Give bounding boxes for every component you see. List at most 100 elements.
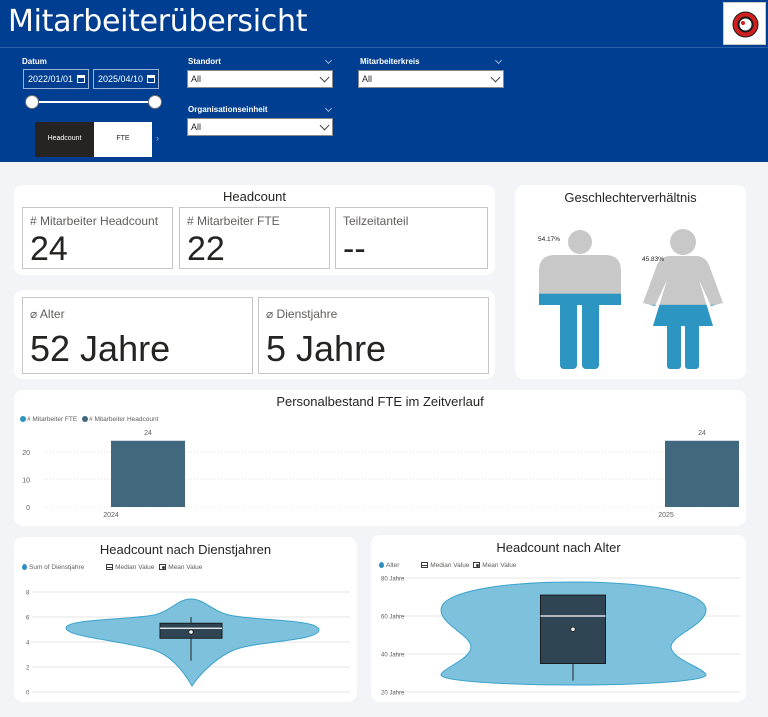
start-date-input[interactable]: 2022/01/01 — [23, 69, 89, 89]
chart-title: Headcount nach Dienstjahren — [99, 542, 272, 557]
toggle-headcount-button[interactable]: Headcount — [35, 122, 94, 157]
y-tick-label: 80 Jahre — [381, 577, 405, 583]
violin-shape — [65, 598, 320, 687]
kpi-value: 5 Jahre — [266, 328, 387, 369]
bar-2024 — [111, 440, 185, 507]
page-title: Mitarbeiterübersicht — [8, 4, 308, 39]
data-label: 24 — [698, 430, 706, 437]
end-date-input[interactable]: 2025/04/10 — [93, 69, 159, 89]
mean-point — [570, 626, 576, 632]
logo — [723, 2, 766, 45]
service-years-card: Headcount nach Dienstjahren Sum of Diens… — [14, 537, 357, 702]
y-tick-label: 20 Jahre — [381, 691, 405, 697]
kpi-label: # Mitarbeiter FTE — [187, 214, 280, 228]
legend-label: # Mitarbeiter FTE — [27, 416, 78, 423]
kpi-value: 22 — [187, 230, 225, 268]
headcount-card-title: Headcount — [223, 189, 286, 204]
chevron-down-icon[interactable] — [319, 120, 330, 131]
kpi-average-age: ⌀ Alter 52 Jahre — [22, 297, 253, 374]
chart-title: Headcount nach Alter — [496, 540, 621, 555]
legend-label: Mean Value — [482, 562, 517, 569]
mean-icon — [473, 562, 481, 568]
median-icon — [421, 562, 429, 568]
legend-label: # Mitarbeiter Headcount — [89, 416, 159, 423]
female-percentage: 45.83% — [642, 256, 664, 263]
female-fill — [643, 304, 723, 369]
legend-label: Alter — [386, 562, 400, 569]
kpi-value: 24 — [30, 230, 68, 268]
y-tick-label: 2 — [26, 666, 30, 672]
legend-marker — [20, 416, 26, 422]
kpi-label: ⌀ Dienstjahre — [266, 307, 338, 321]
kpi-teilzeitanteil: Teilzeitanteil -- — [335, 207, 488, 269]
chevron-down-icon[interactable] — [494, 56, 503, 65]
male-fill — [539, 293, 621, 369]
mitarbeiterkreis-dropdown[interactable]: All — [358, 70, 504, 88]
mean-point — [188, 629, 194, 635]
data-label: 24 — [144, 430, 152, 437]
standort-label: Standort — [188, 57, 221, 66]
toggle-fte-button[interactable]: FTE — [94, 122, 152, 157]
male-percentage: 54.17% — [538, 236, 560, 243]
drop-icon — [22, 564, 27, 570]
mitarbeiterkreis-value: All — [362, 74, 373, 84]
standort-value: All — [191, 74, 202, 84]
chart-legend: Alter Median Value Mean Value — [379, 562, 517, 569]
kpi-fte: # Mitarbeiter FTE 22 — [179, 207, 330, 269]
title-bar: Mitarbeiterübersicht — [0, 0, 768, 47]
filter-panel: Datum 2022/01/01 2025/04/10 Headcount FT… — [0, 47, 768, 162]
male-icon — [539, 230, 621, 369]
age-violin-chart: 20 Jahre 40 Jahre 60 Jahre 80 Jahre — [381, 577, 741, 697]
organisationseinheit-value: All — [191, 122, 202, 132]
kpi-label: # Mitarbeiter Headcount — [30, 214, 159, 228]
service-years-violin-chart: 0 2 4 6 8 — [26, 591, 350, 697]
chevron-down-icon[interactable] — [324, 56, 333, 65]
averages-card: ⌀ Alter 52 Jahre ⌀ Dienstjahre 5 Jahre — [14, 290, 495, 379]
median-icon — [106, 564, 114, 570]
calendar-icon[interactable] — [77, 75, 85, 83]
kpi-average-service-years: ⌀ Dienstjahre 5 Jahre — [258, 297, 489, 374]
bar-2025 — [665, 440, 739, 507]
y-tick-label: 6 — [26, 616, 30, 622]
date-slider-end-handle[interactable] — [148, 95, 162, 109]
organisationseinheit-label: Organisationseinheit — [188, 105, 268, 114]
gender-chart: 54.17% 45.83% — [538, 229, 723, 369]
date-slider-start-handle[interactable] — [25, 95, 39, 109]
logo-icon — [732, 11, 759, 38]
organisationseinheit-dropdown[interactable]: All — [187, 118, 333, 136]
standort-dropdown[interactable]: All — [187, 70, 333, 88]
legend-marker — [82, 416, 89, 422]
chart-legend: # Mitarbeiter FTE # Mitarbeiter Headcoun… — [20, 416, 158, 423]
date-range-slider[interactable] — [31, 101, 156, 103]
y-tick-label: 0 — [26, 505, 30, 512]
legend-label: Mean Value — [168, 564, 203, 571]
y-tick-label: 10 — [22, 477, 30, 484]
x-tick-label: 2025 — [658, 512, 674, 519]
y-tick-label: 40 Jahre — [381, 653, 405, 659]
end-date-value: 2025/04/10 — [98, 74, 144, 84]
kpi-value: 52 Jahre — [30, 328, 171, 369]
y-tick-label: 4 — [26, 641, 30, 647]
chevron-down-icon[interactable] — [319, 72, 330, 83]
kpi-label: Teilzeitanteil — [343, 214, 409, 228]
y-tick-label: 8 — [26, 591, 30, 597]
chevron-down-icon[interactable] — [490, 72, 501, 83]
kpi-value: -- — [343, 230, 366, 268]
kpi-headcount: # Mitarbeiter Headcount 24 — [22, 207, 173, 269]
headcount-card: Headcount # Mitarbeiter Headcount 24 # M… — [14, 185, 495, 275]
x-tick-label: 2024 — [103, 512, 119, 519]
calendar-icon[interactable] — [147, 75, 155, 83]
female-icon — [643, 229, 723, 369]
mean-icon — [159, 564, 167, 570]
chevron-right-icon[interactable]: › — [156, 133, 159, 143]
age-card: Headcount nach Alter Alter Median Value … — [371, 535, 746, 702]
legend-label: Sum of Dienstjahre — [29, 564, 85, 571]
kpi-label: ⌀ Alter — [30, 307, 65, 321]
chevron-down-icon[interactable] — [324, 104, 333, 113]
y-tick-label: 60 Jahre — [381, 615, 405, 621]
datum-label: Datum — [22, 57, 47, 66]
y-tick-label: 20 — [22, 450, 30, 457]
legend-label: Median Value — [430, 562, 470, 569]
fte-trend-card: Personalbestand FTE im Zeitverlauf # Mit… — [14, 390, 746, 526]
drop-icon — [379, 562, 384, 568]
